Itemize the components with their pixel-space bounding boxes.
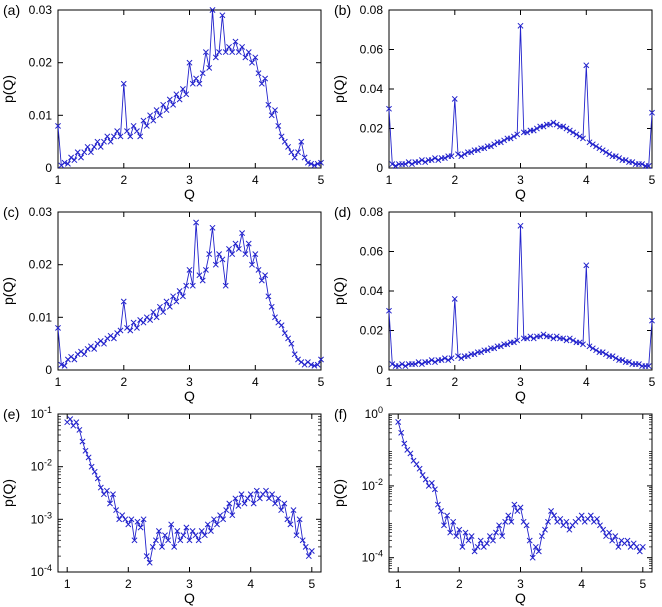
svg-text:0.02: 0.02	[29, 258, 53, 272]
svg-text:5: 5	[639, 577, 646, 591]
svg-text:p(Q): p(Q)	[0, 479, 16, 507]
panel-label-e: (e)	[3, 406, 21, 422]
svg-text:p(Q): p(Q)	[0, 277, 16, 305]
svg-text:Q: Q	[184, 590, 195, 606]
svg-text:3: 3	[186, 173, 193, 187]
svg-text:0: 0	[376, 363, 383, 377]
svg-text:10-3: 10-3	[31, 510, 52, 526]
svg-text:0.02: 0.02	[360, 122, 384, 136]
svg-text:3: 3	[186, 375, 193, 389]
svg-text:5: 5	[649, 173, 656, 187]
chart-canvas-d: 1 2 3 4 5 0 0.02 0.04 0.06 0.08 Qp(Q)	[331, 205, 656, 404]
panel-label-b: (b)	[334, 2, 352, 18]
svg-text:3: 3	[517, 375, 524, 389]
svg-text:0.06: 0.06	[360, 245, 384, 259]
svg-text:10-4: 10-4	[362, 549, 383, 565]
chart-canvas-b: 1 2 3 4 5 0 0.02 0.04 0.06 0.08 Qp(Q)	[331, 3, 656, 202]
svg-text:0: 0	[45, 363, 52, 377]
chart-canvas-e: 1 2 3 4 5 10-1 10-2 10-3 10-4 Qp(Q)	[0, 405, 322, 606]
svg-text:p(Q): p(Q)	[331, 479, 347, 507]
svg-text:1: 1	[55, 375, 62, 389]
svg-text:1: 1	[55, 173, 62, 187]
svg-text:10-2: 10-2	[362, 477, 383, 493]
svg-text:Q: Q	[515, 590, 526, 606]
svg-text:4: 4	[583, 173, 590, 187]
svg-text:Q: Q	[184, 388, 195, 404]
svg-text:1: 1	[395, 577, 402, 591]
svg-text:Q: Q	[515, 388, 526, 404]
svg-text:0.04: 0.04	[360, 82, 384, 96]
svg-text:3: 3	[517, 577, 524, 591]
svg-text:4: 4	[583, 375, 590, 389]
svg-text:1: 1	[386, 173, 393, 187]
svg-text:3: 3	[186, 577, 193, 591]
svg-text:1: 1	[386, 375, 393, 389]
svg-text:2: 2	[125, 577, 132, 591]
svg-text:4: 4	[578, 577, 585, 591]
panel-label-d: (d)	[334, 204, 352, 220]
panel-label-c: (c)	[3, 204, 20, 220]
svg-text:0.04: 0.04	[360, 284, 384, 298]
svg-text:4: 4	[252, 375, 259, 389]
svg-text:10-4: 10-4	[31, 563, 52, 579]
svg-text:1: 1	[64, 577, 71, 591]
svg-text:3: 3	[517, 173, 524, 187]
svg-text:0: 0	[376, 161, 383, 175]
svg-text:p(Q): p(Q)	[331, 75, 347, 103]
chart-canvas-f: 1 2 3 4 5 100 10-2 10-4 Qp(Q)	[331, 405, 653, 606]
panel-label-a: (a)	[3, 2, 21, 18]
chart-canvas-c: 1 2 3 4 5 0 0.01 0.02 0.03 Qp(Q)	[0, 205, 325, 404]
svg-text:5: 5	[318, 173, 325, 187]
svg-text:100: 100	[365, 405, 383, 421]
svg-text:2: 2	[456, 577, 463, 591]
svg-text:4: 4	[252, 173, 259, 187]
svg-text:Q: Q	[184, 186, 195, 202]
svg-text:0.01: 0.01	[29, 310, 53, 324]
panel-label-f: (f)	[334, 406, 348, 422]
svg-text:2: 2	[120, 375, 127, 389]
svg-text:0.08: 0.08	[360, 205, 384, 219]
svg-text:0.06: 0.06	[360, 43, 384, 57]
svg-text:5: 5	[649, 375, 656, 389]
svg-text:p(Q): p(Q)	[331, 277, 347, 305]
svg-text:0.03: 0.03	[29, 205, 53, 219]
svg-text:p(Q): p(Q)	[0, 75, 16, 103]
chart-canvas-a: 1 2 3 4 5 0 0.01 0.02 0.03 Qp(Q)	[0, 3, 325, 202]
svg-text:0: 0	[45, 161, 52, 175]
svg-text:5: 5	[308, 577, 315, 591]
svg-text:4: 4	[247, 577, 254, 591]
svg-text:10-1: 10-1	[31, 405, 52, 421]
svg-text:2: 2	[451, 375, 458, 389]
svg-text:Q: Q	[515, 186, 526, 202]
svg-text:2: 2	[451, 173, 458, 187]
svg-text:2: 2	[120, 173, 127, 187]
svg-text:5: 5	[318, 375, 325, 389]
svg-text:0.01: 0.01	[29, 108, 53, 122]
svg-text:10-2: 10-2	[31, 458, 52, 474]
svg-text:0.08: 0.08	[360, 3, 384, 17]
svg-text:0.02: 0.02	[360, 324, 384, 338]
svg-text:0.03: 0.03	[29, 3, 53, 17]
svg-text:0.02: 0.02	[29, 56, 53, 70]
